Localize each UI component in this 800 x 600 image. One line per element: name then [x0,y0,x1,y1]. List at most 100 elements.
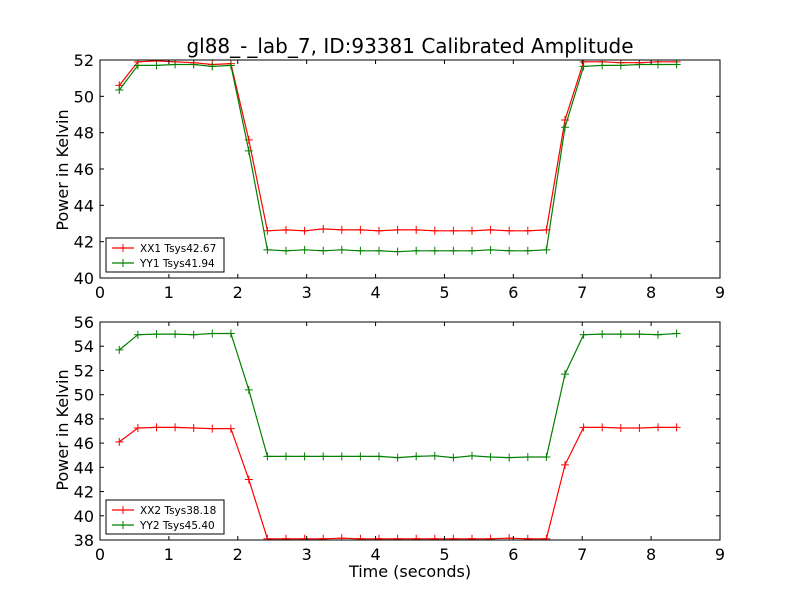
top-series-2-point [375,246,383,255]
top-x-tick-label: 7 [577,283,587,302]
bottom-series-1-point [616,423,625,432]
top-series-2-point [393,247,402,256]
top-x-tick-label: 0 [95,283,105,302]
bottom-series-1-point [468,534,476,540]
top-series-2-point [486,245,495,254]
top-series-1-point [337,225,346,234]
bottom-series-2-point [449,453,458,462]
top-series-2-point [449,246,458,255]
top-series-2-point [115,85,124,94]
top-x-tick-label: 1 [164,283,174,302]
top-series-2-point [654,60,662,69]
top-series-1-point [300,226,309,235]
bottom-legend: XX2 Tsys38.18 YY2 Tsys45.40 [105,499,225,535]
top-series-1-point [375,226,383,235]
bottom-series-1-point [523,534,532,540]
top-y-tick-label: 40 [74,269,94,288]
bottom-series-1-point [115,437,124,446]
top-series-1-point [356,225,365,234]
bottom-y-tick-label: 40 [74,507,94,526]
top-x-tick-label: 2 [233,283,243,302]
bottom-y-tick-label: 42 [74,483,94,502]
bottom-series-2-point [115,345,124,354]
bottom-series-2-point [616,330,625,339]
top-legend-marker-2 [119,259,127,267]
bottom-x-tick-label: 1 [164,545,174,564]
top-series-2-point [226,61,235,70]
bottom-series-2-point [337,452,346,461]
bottom-series-1-point [226,424,235,433]
top-series-1-point [319,224,328,233]
bottom-series-2-point [430,451,439,460]
bottom-x-tick-label: 4 [370,545,380,564]
top-y-tick-label: 50 [74,87,94,106]
top-series-1-point [468,226,476,235]
bottom-series-1-point [672,423,681,432]
bottom-series-1-point [208,424,217,433]
bottom-series-2-point [542,453,551,462]
bottom-series-2-point [152,330,161,339]
bottom-legend-box [105,499,225,535]
top-y-tick-label: 42 [74,233,94,252]
bottom-y-tick-label: 52 [74,361,94,380]
bottom-series-2-point [412,452,421,461]
bottom-legend-marker-1 [119,506,127,514]
bottom-series-1-point [300,534,309,540]
bottom-series-1-point [356,534,365,540]
bottom-series-1-point [412,534,421,540]
bottom-series-1-point [430,534,439,540]
top-series-1-point [449,226,458,235]
bottom-series-1-point [393,534,402,540]
bottom-series-1-point [152,423,161,432]
top-x-tick-label: 6 [508,283,518,302]
bottom-axes-frame [99,321,721,541]
top-series-2-point [672,60,681,69]
bottom-series-1-point [505,534,514,540]
top-series-2-point [430,246,439,255]
bottom-series-1-point [486,534,495,540]
bottom-y-tick-label: 46 [74,434,94,453]
top-series-2-point [208,62,217,71]
bottom-series-2-point [468,451,476,460]
bottom-series-1-point [263,534,272,540]
top-series-2-point [523,246,532,255]
bottom-y-tick-label: 44 [74,458,94,477]
bottom-x-tick-label: 6 [508,545,518,564]
top-legend-marker-1 [119,244,127,252]
bottom-series-1-point [319,534,328,540]
top-legend-label-1: XX1 Tsys42.67 [140,243,216,255]
top-series-2-point [635,60,644,69]
top-series-2-point [598,61,607,70]
top-series-2-point [412,246,421,255]
bottom-series-2-point [189,330,198,339]
top-series-2-point [282,246,290,255]
chart-title: gl88_-_lab_7, ID:93381 Calibrated Amplit… [186,34,633,58]
bottom-legend-marker-2 [119,521,127,529]
top-series-1-point [486,225,495,234]
top-series-2-point [579,62,588,71]
top-series-2-point [189,60,198,69]
top-series-2-point [561,123,569,132]
bottom-series-1-point [337,534,346,540]
bottom-series-1-point [375,534,383,540]
top-series-2-point [337,245,346,254]
bottom-series-2-point [171,330,180,339]
bottom-series-2-point [133,330,142,339]
bottom-series-1-point [189,423,198,432]
top-legend: XX1 Tsys42.67 YY1 Tsys41.94 [105,237,225,273]
top-y-tick-label: 48 [74,124,94,143]
top-series-2-point [319,246,328,255]
top-x-tick-label: 9 [715,283,725,302]
top-series-2-point [171,60,180,69]
top-series-2-point [542,245,551,254]
bottom-plot-area [115,329,681,540]
bottom-series-2-point [672,329,681,338]
top-x-tick-label: 3 [302,283,312,302]
bottom-series-2-point [319,452,328,461]
top-series-2-point [263,245,272,254]
bottom-x-tick-label: 2 [233,545,243,564]
bottom-x-tick-label: 7 [577,545,587,564]
top-y-axis-label: Power in Kelvin [53,109,72,230]
top-series-2-point [244,146,253,155]
